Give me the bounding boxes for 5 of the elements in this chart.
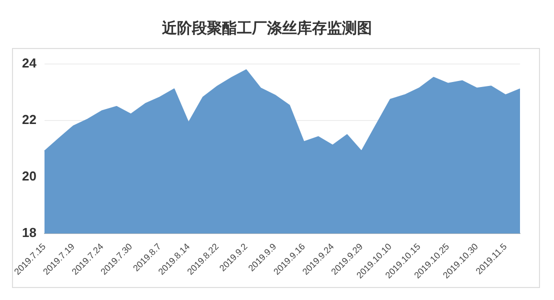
y-tick-label: 22 — [22, 112, 36, 128]
chart-title: 近阶段聚酯工厂涤丝库存监测图 — [161, 18, 372, 37]
y-tick-label: 24 — [22, 56, 38, 71]
y-tick-label: 18 — [22, 225, 36, 240]
y-tick-label: 20 — [22, 168, 36, 184]
